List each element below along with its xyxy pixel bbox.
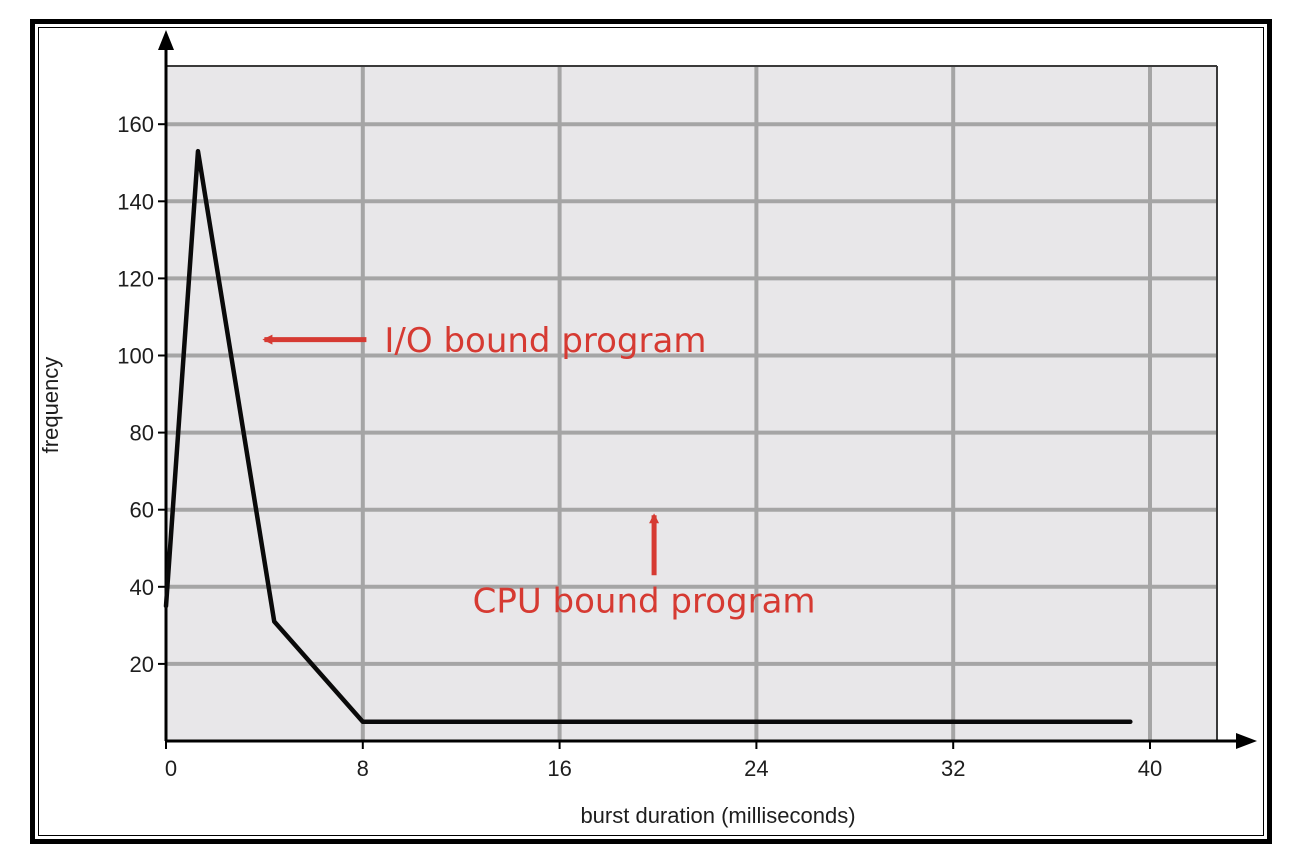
x-axis-title: burst duration (milliseconds) — [580, 803, 855, 828]
y-axis-arrowhead — [158, 30, 174, 50]
plot-area — [166, 66, 1217, 741]
io-bound-label: I/O bound program — [384, 321, 706, 361]
x-tick-label: 0 — [165, 756, 177, 781]
y-tick-label: 60 — [130, 498, 154, 523]
x-tick-label: 16 — [547, 756, 571, 781]
x-axis-arrowhead — [1236, 733, 1257, 749]
x-tick-label: 40 — [1138, 756, 1162, 781]
cpu-bound-label: CPU bound program — [473, 581, 816, 621]
y-tick-label: 140 — [117, 189, 154, 214]
data-point — [197, 150, 199, 152]
data-point — [362, 721, 364, 723]
x-tick-label: 8 — [357, 756, 369, 781]
grid-lines — [166, 66, 1217, 741]
y-tick-label: 100 — [117, 344, 154, 369]
x-tick-label: 32 — [941, 756, 965, 781]
outer-frame-border — [30, 19, 1272, 844]
x-tick-label: 24 — [744, 756, 768, 781]
data-point — [165, 605, 167, 607]
y-axis-title: frequency — [38, 357, 63, 454]
data-point — [273, 620, 275, 622]
inner-frame-border — [38, 27, 1264, 836]
y-tick-label: 20 — [130, 652, 154, 677]
y-tick-label: 40 — [130, 575, 154, 600]
y-tick-label: 160 — [117, 112, 154, 137]
data-point — [1129, 721, 1131, 723]
y-tick-label: 80 — [130, 421, 154, 446]
y-tick-label: 120 — [117, 266, 154, 291]
